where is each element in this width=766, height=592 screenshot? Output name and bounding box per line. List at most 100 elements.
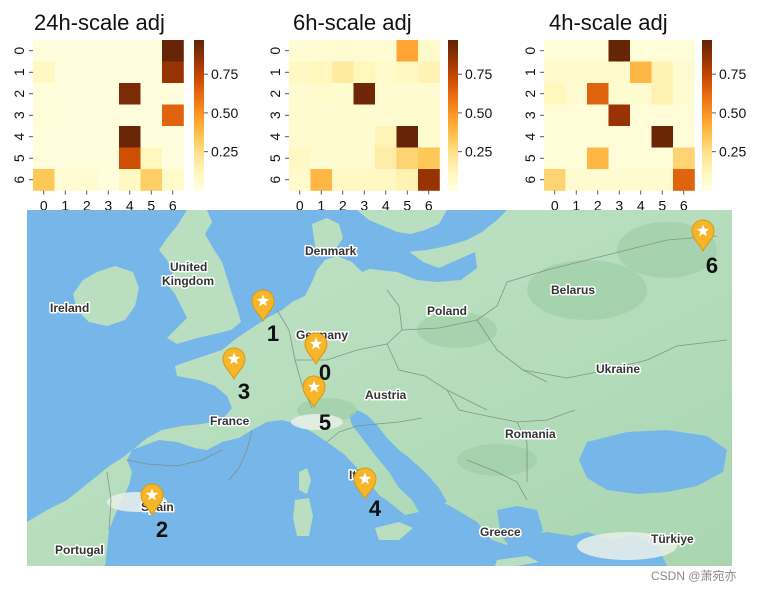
colorbar-tick-label: 0.25 xyxy=(465,144,492,160)
star-icon xyxy=(145,488,159,501)
heatmap-cell xyxy=(332,83,354,105)
heatmap-cell xyxy=(608,40,631,62)
heatmap-cell xyxy=(310,40,333,62)
heatmap-cell xyxy=(353,83,376,105)
colorbar-segment xyxy=(448,155,458,159)
place-label: Belarus xyxy=(551,283,595,297)
colorbar-segment xyxy=(702,75,712,79)
colorbar-segment xyxy=(702,137,712,141)
heatmap-cell xyxy=(310,83,333,105)
station-marker-1[interactable]: 1 xyxy=(251,289,279,346)
colorbar-segment xyxy=(702,87,712,91)
colorbar-segment xyxy=(448,115,458,119)
y-tick-label: 1 xyxy=(11,68,27,76)
heatmap-cell xyxy=(140,126,163,148)
colorbar-segment xyxy=(702,50,712,54)
colorbar-segment xyxy=(702,102,712,106)
heatmap-cell xyxy=(97,61,120,84)
colorbar-segment xyxy=(194,45,204,49)
colorbar-segment xyxy=(702,132,712,136)
colorbar-segment xyxy=(702,172,712,176)
colorbar-segment xyxy=(448,177,458,181)
colorbar-segment xyxy=(702,80,712,84)
station-marker-2[interactable]: 2 xyxy=(140,483,168,542)
station-label: 1 xyxy=(267,321,279,346)
colorbar-segment xyxy=(702,155,712,159)
colorbar-segment xyxy=(194,185,204,189)
land-scandinavia xyxy=(357,210,447,234)
heatmap-cell xyxy=(375,147,397,170)
colorbar-segment xyxy=(194,142,204,146)
colorbar-segment xyxy=(702,185,712,189)
colorbar-segment xyxy=(702,82,712,86)
colorbar-segment xyxy=(194,62,204,66)
star-pin-icon xyxy=(222,347,246,381)
y-tick-label: 5 xyxy=(267,154,283,162)
land-crete xyxy=(495,556,539,566)
heatmap-cell xyxy=(162,40,184,62)
station-label: 4 xyxy=(369,496,382,521)
x-tick-label: 3 xyxy=(615,198,623,214)
heatmap-cell xyxy=(97,126,120,148)
heatmap-cell xyxy=(33,61,55,84)
colorbar-segment xyxy=(448,107,458,111)
colorbar-segment xyxy=(194,55,204,59)
colorbar-segment xyxy=(194,105,204,109)
star-pin-icon xyxy=(353,467,377,501)
colorbar-segment xyxy=(448,135,458,139)
heatmap-cell xyxy=(353,126,376,148)
colorbar-segment xyxy=(702,97,712,101)
colorbar-segment xyxy=(194,155,204,159)
station-marker-6[interactable]: 6 xyxy=(691,219,718,278)
colorbar-segment xyxy=(702,160,712,164)
colorbar-tick-label: 0.75 xyxy=(465,66,492,82)
y-tick-label: 0 xyxy=(267,47,283,55)
heatmap-cell xyxy=(651,169,674,191)
place-label: Austria xyxy=(365,388,407,402)
heatmap-cell xyxy=(54,83,77,105)
colorbar-segment xyxy=(448,60,458,64)
colorbar-segment xyxy=(448,85,458,89)
x-tick-label: 4 xyxy=(126,198,134,214)
x-tick-label: 0 xyxy=(551,198,559,214)
heatmap-cell xyxy=(587,147,609,170)
heatmap-cell xyxy=(332,40,354,62)
colorbar-segment xyxy=(194,187,204,191)
y-tick-label: 4 xyxy=(267,133,283,141)
colorbar-segment xyxy=(194,125,204,129)
heatmap-cell xyxy=(119,104,141,127)
colorbar-segment xyxy=(448,142,458,146)
heatmap-cell xyxy=(162,61,184,84)
colorbar-segment xyxy=(702,175,712,179)
heatmap-cell xyxy=(54,104,77,127)
colorbar-segment xyxy=(448,90,458,94)
colorbar-segment xyxy=(194,72,204,76)
colorbar-segment xyxy=(448,87,458,91)
colorbar-segment xyxy=(702,142,712,146)
x-tick-label: 2 xyxy=(83,198,91,214)
colorbar-segment xyxy=(194,112,204,116)
heatmap-cell xyxy=(162,169,184,191)
heatmap-cell xyxy=(54,147,77,170)
y-tick-label: 6 xyxy=(267,176,283,184)
star-icon xyxy=(256,294,270,307)
station-marker-4[interactable]: 4 xyxy=(353,467,382,521)
colorbar-segment xyxy=(194,87,204,91)
station-marker-5[interactable]: 5 xyxy=(302,375,331,435)
colorbar-segment xyxy=(702,95,712,99)
heatmap-cell xyxy=(565,147,588,170)
heatmap-cell xyxy=(673,104,695,127)
station-marker-3[interactable]: 3 xyxy=(222,347,250,404)
heatmap-cell xyxy=(418,169,440,191)
heatmap-cell xyxy=(565,169,588,191)
colorbar-segment xyxy=(448,57,458,61)
colorbar-segment xyxy=(448,55,458,59)
heatmap-cell xyxy=(608,126,631,148)
heatmap-cell xyxy=(97,40,120,62)
colorbar-segment xyxy=(448,125,458,129)
colorbar-segment xyxy=(702,127,712,131)
star-icon xyxy=(358,472,372,485)
x-tick-label: 3 xyxy=(360,198,368,214)
colorbar-segment xyxy=(448,110,458,114)
star-pin-icon xyxy=(691,219,715,253)
